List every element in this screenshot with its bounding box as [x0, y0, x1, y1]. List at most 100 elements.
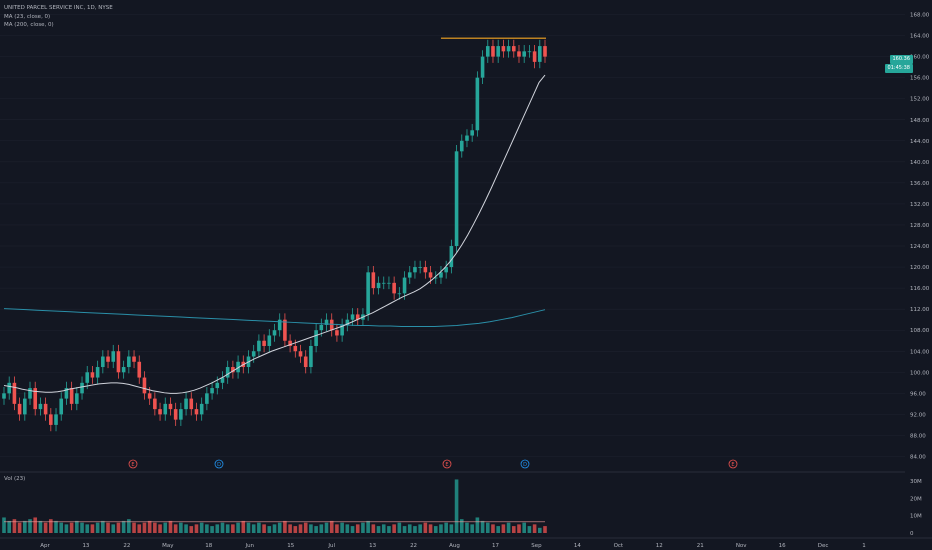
candle-body — [465, 135, 469, 141]
volume-bar — [194, 524, 199, 533]
volume-bar — [262, 524, 266, 533]
volume-bar — [298, 524, 303, 533]
price-tick-label: 92.00 — [910, 412, 926, 418]
price-tick-label: 148.00 — [910, 118, 930, 124]
volume-bar — [215, 524, 220, 533]
volume-bar — [257, 522, 261, 533]
candle-body — [54, 414, 58, 425]
candle-body — [257, 340, 261, 352]
candle-body — [381, 282, 386, 284]
price-tick-label: 120.00 — [910, 265, 930, 271]
volume-bar — [210, 526, 214, 533]
candle-body — [132, 356, 136, 362]
volume-bar — [142, 522, 147, 533]
price-tick-label: 144.00 — [910, 139, 930, 145]
price-tick-label: 112.00 — [910, 307, 930, 313]
volume-bar — [496, 526, 500, 533]
volume-bar — [127, 519, 131, 533]
volume-bar — [236, 522, 240, 533]
candle-body — [189, 398, 194, 410]
candle-body — [225, 367, 230, 378]
price-tick-label: 132.00 — [910, 202, 930, 208]
candle-body — [80, 382, 84, 394]
time-tick-label: 18 — [205, 543, 212, 549]
candle-body — [251, 351, 256, 357]
candle-body — [43, 403, 48, 415]
candle-body — [459, 140, 464, 152]
volume-bar — [459, 519, 464, 533]
time-tick-label: 14 — [574, 543, 581, 549]
event-marker-label: D — [217, 462, 221, 468]
candle-body — [59, 398, 64, 415]
volume-bar — [506, 522, 511, 533]
candle-body — [433, 277, 438, 279]
volume-bar — [485, 522, 490, 533]
price-tick-label: 116.00 — [910, 286, 930, 292]
candle-body — [340, 324, 344, 336]
volume-bar — [205, 524, 209, 533]
volume-bar — [38, 520, 43, 533]
volume-bar — [335, 524, 339, 533]
candle-body — [85, 372, 90, 383]
candle-body — [309, 345, 313, 368]
candle-body — [2, 393, 6, 399]
candle-body — [371, 272, 376, 289]
candle-body — [231, 367, 235, 373]
candle-body — [153, 398, 157, 410]
volume-bar — [251, 524, 256, 533]
time-tick-label: 13 — [369, 543, 376, 549]
candle-body — [543, 46, 547, 57]
volume-bar — [173, 524, 178, 533]
candle-body — [491, 46, 495, 57]
candle-body — [147, 393, 152, 399]
time-tick-label: 21 — [697, 543, 704, 549]
event-marker-label: E — [731, 462, 734, 468]
volume-bar — [491, 524, 495, 533]
volume-bar — [225, 524, 230, 533]
candle-body — [485, 46, 490, 57]
time-tick-label: Apr — [40, 543, 50, 549]
candle-body — [210, 388, 214, 394]
volume-bar — [147, 520, 152, 533]
candle-body — [496, 46, 500, 57]
volume-bar — [371, 524, 376, 533]
volume-bar — [54, 520, 58, 533]
price-tick-label: 168.00 — [910, 13, 930, 19]
event-marker — [442, 459, 452, 469]
volume-bar — [345, 524, 350, 533]
volume-bar — [303, 522, 308, 533]
candle-body — [288, 340, 292, 346]
candle-body — [69, 388, 74, 404]
volume-bar — [106, 522, 110, 533]
candle-body — [522, 51, 526, 57]
candle-body — [158, 409, 162, 415]
event-marker — [520, 459, 530, 469]
candle-body — [220, 377, 225, 383]
volume-bar — [454, 479, 459, 533]
volume-bar — [433, 526, 438, 533]
volume-bar — [116, 522, 121, 533]
time-tick-label: Jun — [244, 543, 254, 549]
volume-bar — [397, 522, 402, 533]
candle-body — [49, 414, 53, 425]
price-tick-label: 100.00 — [910, 370, 930, 376]
event-marker-label: E — [445, 462, 448, 468]
candle-body — [376, 282, 381, 289]
price-tick-label: 84.00 — [910, 454, 926, 460]
candle-body — [418, 267, 422, 268]
time-tick-label: 1 — [862, 543, 866, 549]
candle-body — [329, 319, 334, 331]
volume-legend: Vol (23) — [4, 476, 26, 482]
time-tick-label: Jul — [327, 543, 335, 549]
volume-bar — [543, 526, 547, 533]
candle-body — [350, 314, 355, 320]
candle-body — [501, 46, 506, 52]
time-tick-label: Oct — [614, 543, 624, 549]
candle-body — [366, 272, 370, 315]
candle-body — [407, 272, 412, 278]
candle-body — [283, 319, 287, 341]
volume-bar — [90, 524, 95, 533]
volume-bar — [17, 522, 22, 533]
candle-body — [111, 351, 116, 362]
